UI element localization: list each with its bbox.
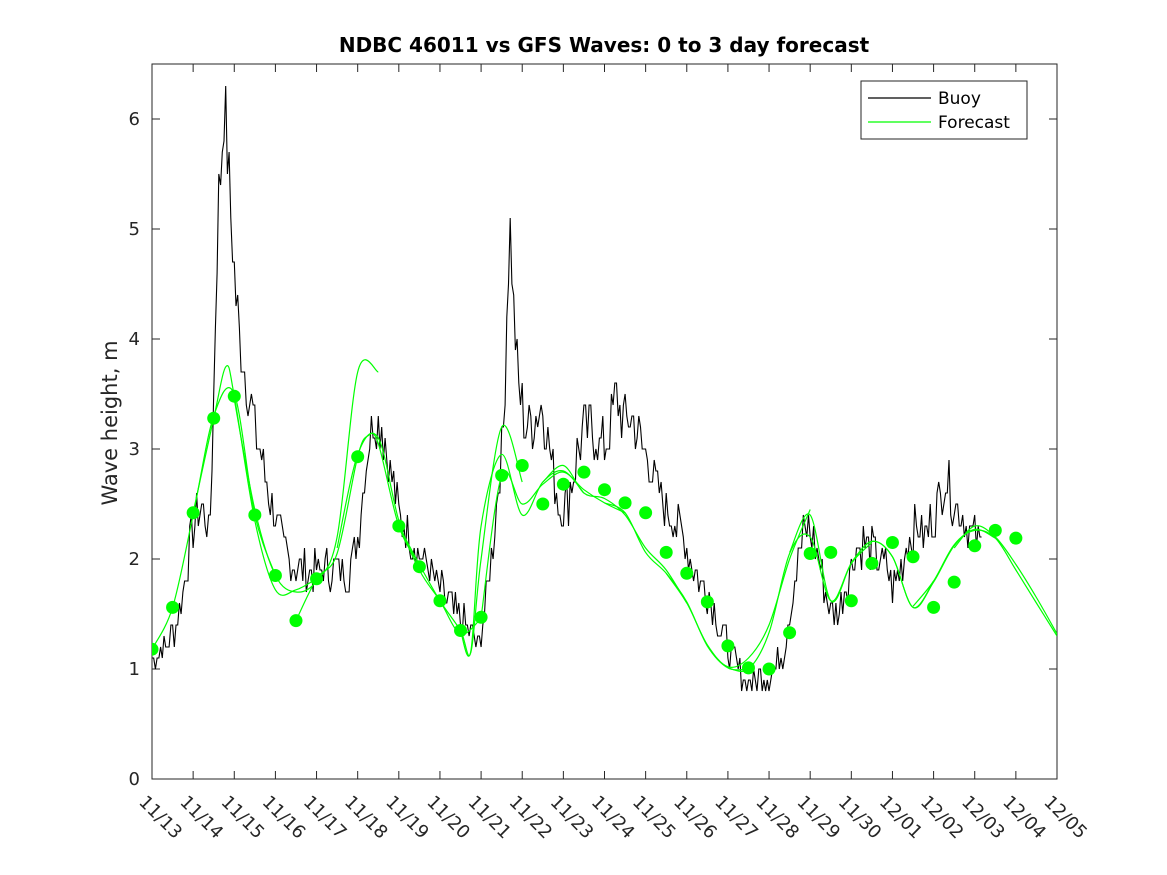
forecast-marker: [227, 389, 241, 403]
legend-box: [860, 80, 1028, 140]
forecast-marker: [454, 624, 468, 637]
y-tick-label: 2: [129, 549, 140, 570]
forecast-marker: [577, 465, 591, 479]
forecast-marker: [186, 506, 200, 520]
forecast-run-line: [542, 464, 688, 604]
forecast-marker: [885, 536, 899, 549]
forecast-marker: [351, 450, 365, 464]
forecast-marker: [248, 508, 262, 522]
forecast-run-line: [459, 453, 585, 657]
legend-buoy-label: Buoy: [938, 89, 981, 109]
forecast-marker: [762, 662, 776, 676]
forecast-marker: [927, 600, 941, 614]
y-axis-label: Wave height, m: [98, 340, 122, 505]
forecast-marker: [803, 547, 817, 560]
forecast-marker: [310, 572, 324, 586]
forecast-marker: [680, 566, 694, 580]
forecast-marker: [721, 639, 735, 653]
forecast-marker: [865, 556, 879, 570]
legend-forecast-label: Forecast: [938, 113, 1010, 133]
forecast-marker: [639, 506, 653, 520]
forecast-marker: [598, 483, 611, 497]
forecast-marker: [947, 575, 961, 589]
forecast-marker: [515, 459, 529, 472]
series-group: [152, 85, 1057, 692]
forecast-marker: [844, 594, 858, 608]
forecast-marker: [618, 496, 632, 510]
chart-title: NDBC 46011 vs GFS Waves: 0 to 3 day fore…: [339, 33, 870, 57]
y-tick-label: 5: [129, 219, 140, 240]
forecast-marker: [741, 661, 755, 675]
forecast-marker: [700, 595, 714, 609]
forecast-marker: [474, 610, 488, 624]
forecast-marker: [824, 545, 838, 559]
y-tick-label: 6: [129, 109, 140, 130]
forecast-run-line: [953, 525, 1057, 635]
forecast-marker: [392, 519, 406, 533]
forecast-run-line: [665, 509, 811, 668]
forecast-marker: [207, 411, 221, 425]
y-tick-label: 4: [129, 329, 140, 350]
forecast-marker: [906, 550, 920, 564]
chart-legend: Buoy Forecast: [860, 80, 1028, 140]
forecast-marker: [495, 468, 509, 482]
forecast-marker: [968, 539, 982, 553]
forecast-marker: [268, 569, 282, 582]
forecast-run-line: [604, 502, 749, 671]
y-tick-label: 3: [129, 439, 140, 460]
forecast-marker: [152, 642, 159, 656]
plot-area: 012345611/1311/1411/1511/1611/1711/1811/…: [129, 63, 1091, 843]
y-tick-label: 0: [129, 769, 140, 790]
forecast-marker: [412, 560, 426, 574]
y-tick-label: 1: [129, 659, 140, 680]
forecast-marker: [556, 477, 570, 491]
forecast-marker: [433, 594, 447, 608]
forecast-marker: [659, 545, 673, 559]
forecast-marker: [536, 497, 550, 511]
forecast-marker: [988, 523, 1002, 537]
forecast-run-line: [850, 528, 996, 609]
forecast-run-line: [912, 529, 1057, 637]
forecast-marker: [783, 626, 797, 640]
axes-box: [151, 63, 1058, 780]
forecast-marker: [1009, 531, 1023, 545]
forecast-marker: [289, 614, 303, 628]
forecast-marker: [166, 600, 180, 614]
